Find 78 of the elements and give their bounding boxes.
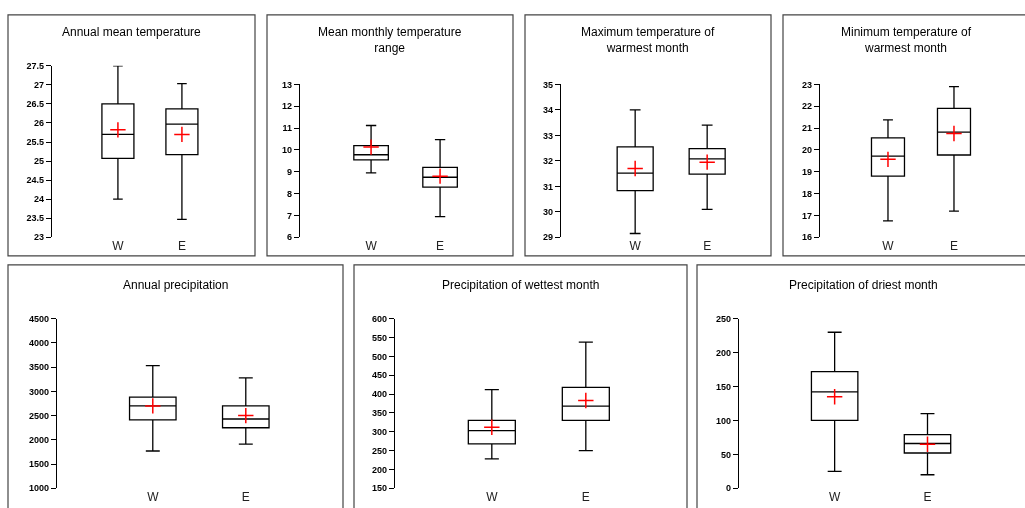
x-tick-label: W [882,239,895,254]
y-tick-label: 450 [372,370,388,381]
y-tick-label: 1500 [29,459,50,470]
y-tick-label: 30 [543,207,554,217]
x-tick-label: E [923,490,932,505]
y-tick-label: 500 [372,351,388,362]
y-tick-label: 3000 [29,386,50,397]
y-tick-label: 2000 [29,434,50,445]
y-tick-label: 31 [543,181,554,192]
x-tick-label: E [949,239,958,254]
y-tick-label: 150 [716,381,732,392]
chart-title: Annual precipitation [123,278,229,292]
x-tick-label: W [629,239,642,254]
x-tick-label: E [581,490,590,505]
x-tick-label: W [112,239,125,254]
y-tick-label: 200 [716,347,732,358]
y-tick-label: 22 [802,101,813,112]
y-tick-label: 33 [543,130,554,141]
y-tick-label: 300 [372,426,388,437]
y-tick-label: 3500 [29,362,50,373]
x-tick-label: E [703,239,712,254]
y-tick-label: 150 [372,483,388,494]
y-tick-label: 21 [802,123,813,134]
chart-title: Annual mean temperature [62,25,202,39]
y-tick-label: 16 [802,232,813,243]
y-tick-label: 12 [282,101,293,112]
y-tick-label: 18 [802,188,813,199]
x-tick-label: E [436,239,445,254]
y-tick-label: 23 [802,79,813,90]
x-tick-label: E [241,490,250,505]
chart-title: Mean monthly temperature range [318,25,462,55]
chart-title: Precipitation of driest month [789,278,938,292]
y-tick-label: 34 [543,105,554,116]
y-tick-label: 4000 [29,338,50,349]
y-tick-label: 400 [372,389,388,400]
y-tick-label: 350 [372,408,388,419]
y-tick-label: 25.5 [26,137,45,148]
x-tick-label: W [147,490,160,505]
y-tick-label: 550 [372,332,388,343]
y-tick-label: 19 [802,166,813,177]
y-tick-label: 9 [287,166,293,177]
y-tick-label: 24 [34,194,45,205]
x-tick-label: W [486,490,499,505]
y-tick-label: 1000 [29,483,50,494]
y-tick-label: 0 [726,483,732,494]
y-tick-label: 7 [287,210,293,221]
y-tick-label: 4500 [29,313,50,324]
y-tick-label: 23 [34,232,45,243]
y-tick-label: 17 [802,210,813,221]
y-tick-label: 250 [716,313,732,324]
y-tick-label: 100 [716,415,732,426]
y-tick-label: 23.5 [26,213,45,224]
x-tick-label: W [828,490,841,505]
x-tick-label: E [177,239,186,254]
y-tick-label: 13 [282,79,293,90]
y-tick-label: 200 [372,464,388,475]
y-tick-label: 50 [721,449,732,460]
chart-title: Minimum temperature of warmest month [841,25,972,55]
y-tick-label: 24.5 [26,175,45,186]
y-tick-label: 8 [287,188,293,199]
y-tick-label: 600 [372,313,388,324]
y-tick-label: 2500 [29,410,50,421]
y-tick-label: 29 [543,232,554,243]
y-tick-label: 10 [282,145,293,156]
y-tick-label: 6 [287,232,293,243]
y-tick-label: 32 [543,156,554,167]
y-tick-label: 25 [34,156,45,167]
y-tick-label: 11 [282,123,293,134]
y-tick-label: 250 [372,445,388,456]
y-tick-label: 26.5 [26,99,45,110]
y-tick-label: 20 [802,145,813,156]
chart-title: Precipitation of wettest month [442,278,600,292]
y-tick-label: 26 [34,118,45,129]
y-tick-label: 27 [34,79,45,90]
y-tick-label: 35 [543,79,554,90]
chart-title: Maximum temperature of warmest month [581,25,716,55]
x-tick-label: W [365,239,378,254]
y-tick-label: 27.5 [26,60,45,71]
